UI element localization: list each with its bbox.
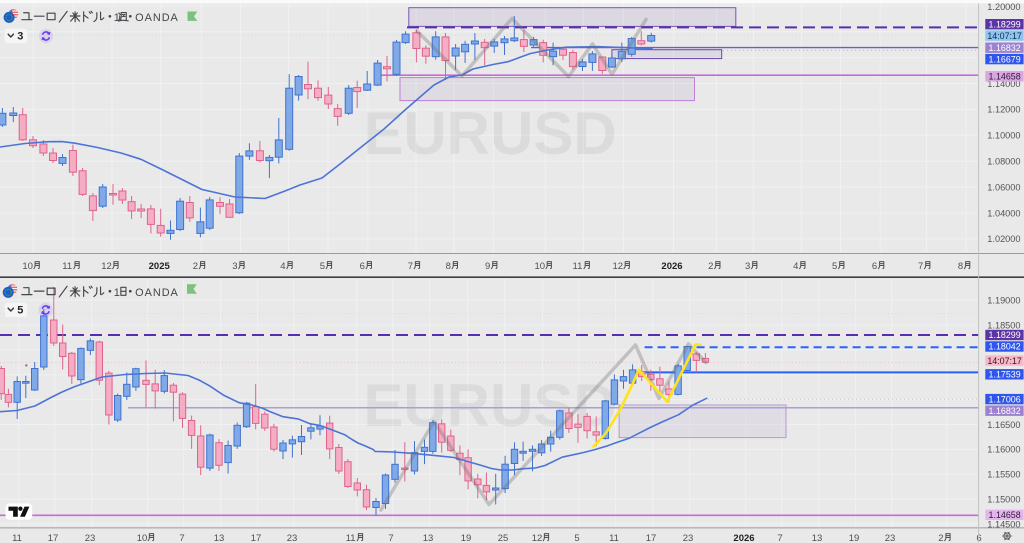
svg-text:1.04000: 1.04000 (987, 208, 1020, 218)
svg-text:1.18500: 1.18500 (987, 320, 1020, 330)
svg-text:1.08000: 1.08000 (987, 157, 1020, 167)
svg-text:7: 7 (388, 533, 393, 543)
svg-text:2: 2 (938, 533, 943, 543)
svg-text:1.16679: 1.16679 (989, 54, 1021, 64)
svg-text:3: 3 (17, 31, 23, 43)
svg-text:5: 5 (832, 261, 837, 272)
svg-text:1.19000: 1.19000 (987, 295, 1020, 305)
svg-text:14:07:17: 14:07:17 (987, 356, 1022, 366)
svg-text:8: 8 (958, 261, 963, 272)
svg-text:23: 23 (85, 533, 96, 543)
svg-text:4: 4 (793, 261, 798, 272)
svg-text:7: 7 (408, 261, 413, 272)
svg-text:4: 4 (280, 261, 285, 272)
svg-text:1.12000: 1.12000 (987, 105, 1020, 115)
svg-text:1.20000: 1.20000 (987, 2, 1020, 12)
svg-text:EURUSD: EURUSD (363, 100, 616, 167)
svg-text:1.14658: 1.14658 (989, 510, 1021, 520)
svg-text:OANDA: OANDA (135, 12, 179, 24)
svg-text:1.15000: 1.15000 (987, 495, 1020, 505)
svg-text:2025: 2025 (149, 261, 171, 272)
svg-text:11: 11 (62, 261, 72, 272)
svg-text:1.18299: 1.18299 (989, 330, 1021, 340)
svg-text:10: 10 (137, 533, 148, 543)
svg-text:1.18299: 1.18299 (989, 19, 1021, 29)
svg-text:3: 3 (745, 261, 750, 272)
svg-text:1.14658: 1.14658 (989, 72, 1021, 82)
svg-text:5: 5 (320, 261, 325, 272)
svg-text:7: 7 (918, 261, 923, 272)
svg-text:OANDA: OANDA (135, 287, 179, 299)
svg-text:1: 1 (114, 287, 120, 299)
svg-text:2: 2 (193, 261, 198, 272)
svg-text:1.16832: 1.16832 (989, 406, 1021, 416)
svg-text:19: 19 (461, 533, 472, 543)
svg-text:6: 6 (872, 261, 877, 272)
svg-text:1.15500: 1.15500 (987, 470, 1020, 480)
svg-text:5: 5 (17, 305, 23, 317)
svg-text:8: 8 (446, 261, 451, 272)
svg-text:13: 13 (812, 533, 823, 543)
svg-text:13: 13 (423, 533, 434, 543)
svg-text:1.16832: 1.16832 (989, 43, 1021, 53)
svg-text:1.14500: 1.14500 (987, 520, 1020, 530)
svg-text:11: 11 (346, 533, 356, 543)
svg-text:2026: 2026 (661, 261, 682, 272)
svg-text:11: 11 (12, 533, 22, 543)
svg-text:23: 23 (287, 533, 298, 543)
svg-text:12: 12 (101, 261, 112, 272)
svg-text:1.02000: 1.02000 (987, 234, 1020, 244)
svg-text:10: 10 (22, 261, 33, 272)
svg-text:11: 11 (609, 533, 619, 543)
svg-text:1.14000: 1.14000 (987, 79, 1020, 89)
svg-text:3: 3 (232, 261, 237, 272)
svg-text:1.16500: 1.16500 (987, 420, 1020, 430)
svg-text:1.06000: 1.06000 (987, 182, 1020, 192)
svg-text:12: 12 (532, 533, 543, 543)
svg-text:12: 12 (613, 261, 624, 272)
svg-text:7: 7 (179, 533, 184, 543)
svg-text:23: 23 (683, 533, 694, 543)
svg-text:1.17006: 1.17006 (989, 394, 1021, 404)
svg-text:2026: 2026 (733, 533, 754, 543)
svg-text:19: 19 (849, 533, 860, 543)
svg-text:10: 10 (535, 261, 546, 272)
svg-text:5: 5 (574, 533, 579, 543)
svg-text:1.17539: 1.17539 (989, 370, 1021, 380)
svg-text:17: 17 (646, 533, 657, 543)
svg-text:9: 9 (485, 261, 490, 272)
svg-text:17: 17 (48, 533, 59, 543)
svg-text:1.10000: 1.10000 (987, 131, 1020, 141)
svg-text:6: 6 (360, 261, 365, 272)
svg-text:1: 1 (114, 12, 120, 24)
svg-text:17: 17 (251, 533, 262, 543)
svg-text:2: 2 (708, 261, 713, 272)
svg-text:1.18042: 1.18042 (989, 342, 1021, 352)
svg-text:11: 11 (573, 261, 583, 272)
svg-text:23: 23 (885, 533, 896, 543)
svg-text:14:07:17: 14:07:17 (987, 31, 1022, 41)
svg-text:1.16000: 1.16000 (987, 445, 1020, 455)
svg-text:7: 7 (777, 533, 782, 543)
svg-text:13: 13 (214, 533, 225, 543)
svg-text:25: 25 (498, 533, 509, 543)
